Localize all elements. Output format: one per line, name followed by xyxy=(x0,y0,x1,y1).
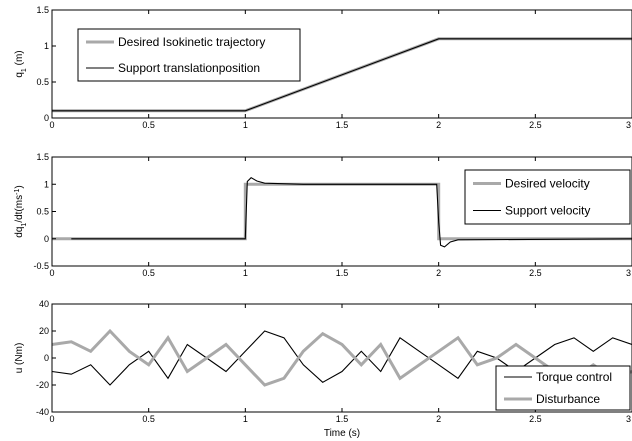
y-tick-label: -0.5 xyxy=(33,261,49,271)
x-tick-label: 0.5 xyxy=(142,120,155,130)
y-tick-label: 1 xyxy=(44,179,49,189)
y-tick-label: 20 xyxy=(39,326,49,336)
x-tick-label: 3 xyxy=(626,268,631,278)
y-tick-label: -40 xyxy=(36,407,49,417)
x-tick-label: 2.5 xyxy=(529,414,542,424)
x-tick-label: 0 xyxy=(49,268,54,278)
y-tick-label: 40 xyxy=(39,299,49,309)
x-tick-label: 0.5 xyxy=(142,268,155,278)
legend-entry: Disturbance xyxy=(536,392,600,406)
x-tick-label: 2 xyxy=(436,120,441,130)
x-tick-label: 1 xyxy=(243,414,248,424)
legend: Desired velocity Support velocity xyxy=(464,169,631,225)
series-line-1-2 xyxy=(52,38,632,112)
series-line-3-2 xyxy=(51,328,632,387)
legend: Desired Isokinetic trajectory Support tra… xyxy=(77,28,301,82)
legend-entry: Desired Isokinetic trajectory xyxy=(118,35,265,49)
x-tick-label: 1.5 xyxy=(336,120,349,130)
legend-box xyxy=(495,365,631,411)
x-tick-label: 0.5 xyxy=(142,414,155,424)
x-tick-label: 1.5 xyxy=(336,414,349,424)
x-tick-label: 2.5 xyxy=(529,120,542,130)
y-axis-label: q1 (m) xyxy=(14,50,28,77)
y-tick-label: -20 xyxy=(36,380,49,390)
x-tick-label: 2 xyxy=(436,414,441,424)
y-tick-label: 0.5 xyxy=(36,207,49,217)
legend-entry: Torque control xyxy=(536,370,612,384)
y-tick-label: 1 xyxy=(44,41,49,51)
legend-entry: Desired velocity xyxy=(505,177,590,191)
legend-box xyxy=(77,28,301,82)
x-axis-label: Time (s) xyxy=(324,428,360,439)
series-line-2-2 xyxy=(71,177,632,248)
x-tick-label: 1 xyxy=(243,268,248,278)
y-tick-label: 1.5 xyxy=(36,152,49,162)
x-tick-label: 1.5 xyxy=(336,268,349,278)
legend-entry: Support translationposition xyxy=(118,61,260,75)
y-axis-label: u (Nm) xyxy=(14,343,25,374)
y-tick-label: 1.5 xyxy=(36,5,49,15)
x-tick-label: 3 xyxy=(626,414,631,424)
chart-panel-1: 0 0.5 1 1.5 2 2.5 3 0 0.5 1 1.5 q1 (m) Desired Isoki… xyxy=(14,5,632,130)
x-tick-label: 1 xyxy=(243,120,248,130)
x-tick-label: 0 xyxy=(49,120,54,130)
y-tick-label: 0 xyxy=(44,353,49,363)
y-tick-label: 0.5 xyxy=(36,77,49,87)
legend: Torque control Disturbance xyxy=(495,365,631,411)
x-tick-label: 2.5 xyxy=(529,268,542,278)
chart-panel-3: 0 0.5 1 1.5 2 2.5 3 -40 -20 0 20 40 u (Nm) Time (s) To… xyxy=(14,299,632,439)
x-tick-label: 0 xyxy=(49,414,54,424)
x-tick-label: 2 xyxy=(436,268,441,278)
y-axis-label: dq1/dt(ms-1) xyxy=(14,185,28,237)
x-tick-label: 3 xyxy=(626,120,631,130)
y-tick-label: 0 xyxy=(44,234,49,244)
legend-entry: Support velocity xyxy=(505,204,590,218)
y-tick-label: 0 xyxy=(44,113,49,123)
legend-box xyxy=(464,169,631,225)
